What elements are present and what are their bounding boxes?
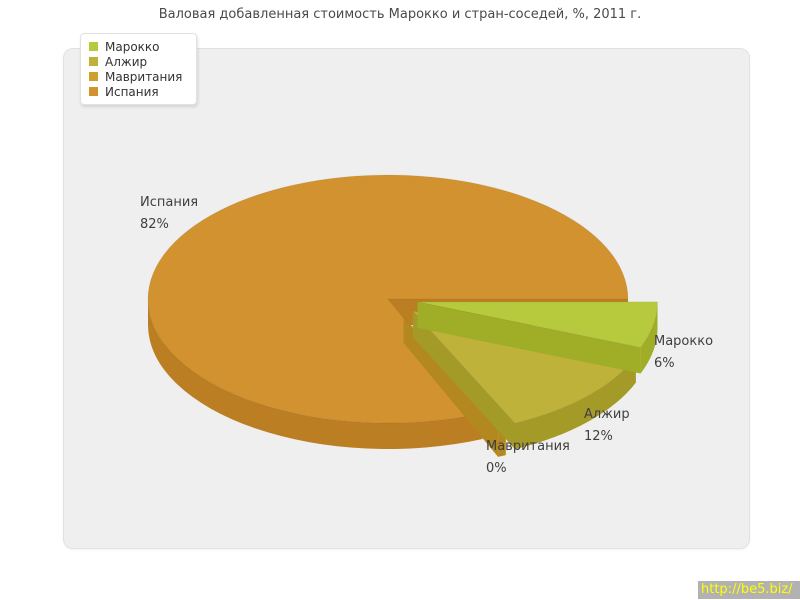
slice-label: Алжир 12% (584, 404, 630, 448)
slice-cut-face (412, 311, 515, 450)
slice-rim (515, 356, 636, 450)
legend: Марокко Алжир Мавритания Испания (80, 33, 198, 105)
slice-label-name: Марокко (654, 334, 714, 349)
slice-rim (640, 301, 658, 374)
slice-label-name: Алжир (584, 407, 630, 422)
slice-label-value: 6% (654, 356, 675, 371)
slice-label-value: 0% (486, 461, 507, 476)
chart-title: Валовая добавленная стоимость Марокко и … (158, 7, 642, 22)
legend-label: Алжир (105, 54, 148, 69)
legend-item-3[interactable]: Испания (89, 84, 182, 99)
legend-label: Испания (105, 84, 159, 99)
slice-label-name: Испания (140, 195, 199, 210)
watermark-link[interactable]: http://be5.biz/ (698, 581, 800, 599)
slice-label: Испания 82% (140, 192, 198, 236)
slice-label-value: 12% (584, 429, 613, 444)
legend-label: Мавритания (105, 69, 183, 84)
slice-top-face (147, 174, 629, 424)
slice-label: Марокко 6% (654, 331, 713, 375)
slice-label: Мавритания 0% (486, 436, 570, 480)
legend-swatch-icon (89, 72, 98, 81)
legend-swatch-icon (89, 87, 98, 96)
slice-label-name: Мавритания (486, 439, 570, 454)
legend-item-2[interactable]: Мавритания (89, 69, 182, 84)
legend-item-1[interactable]: Алжир (89, 54, 182, 69)
legend-swatch-icon (89, 42, 98, 51)
slice-cut-face (417, 301, 641, 374)
slice-label-value: 82% (140, 217, 169, 232)
slice-rim (148, 299, 483, 450)
legend-swatch-icon (89, 57, 98, 66)
legend-label: Марокко (105, 39, 160, 54)
slice-top-face (417, 301, 659, 349)
pie-slice-0[interactable] (417, 301, 659, 374)
legend-item-0[interactable]: Марокко (89, 39, 182, 54)
